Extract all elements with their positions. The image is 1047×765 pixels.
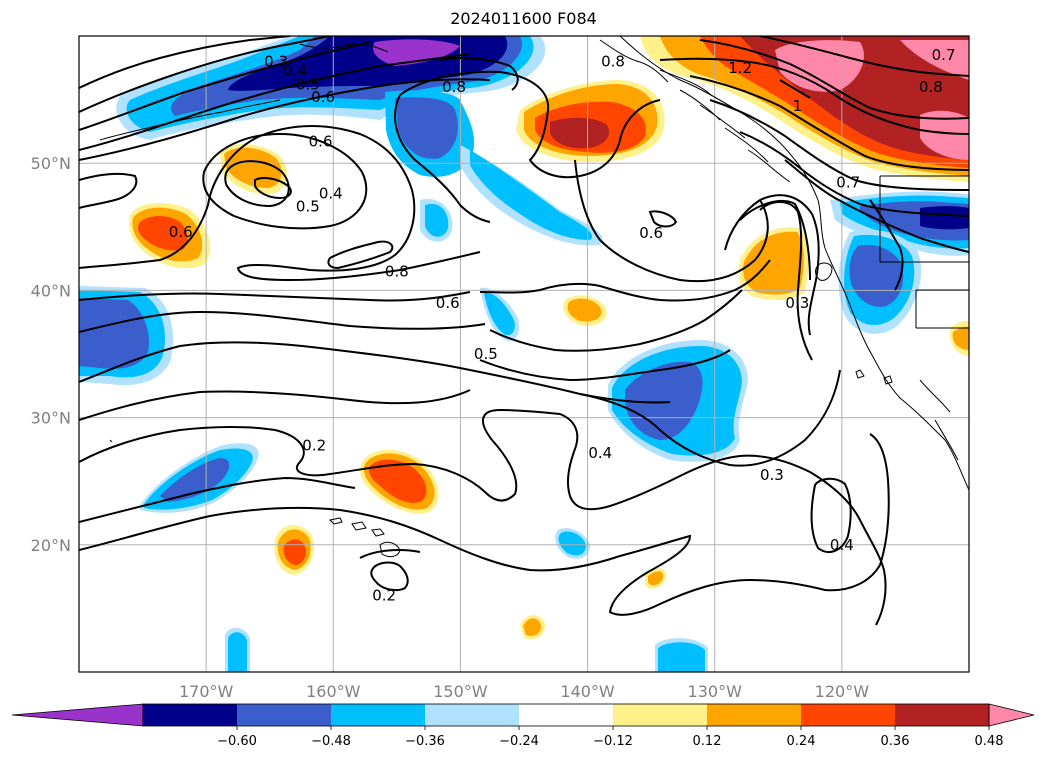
contour-label: 0.7 [932,46,956,64]
lat-label: 30°N [31,409,71,428]
colorbar-tick-label: −0.60 [217,734,257,749]
colorbar-swatch [519,704,614,726]
contour-label: 0.6 [311,88,335,106]
lon-label: 140°W [560,682,615,701]
contour-label: 0.3 [760,466,784,484]
contour-label: 0.8 [442,78,466,96]
colorbar-frame [142,703,990,727]
plot-frame [78,35,970,673]
colorbar-swatch [143,704,238,726]
contour-labels: 0.30.40.50.60.60.40.50.60.80.80.8 1.210.7… [169,46,956,605]
colorbar-swatch [331,704,426,726]
colorbar-tick-label: −0.24 [499,734,539,749]
contour-label: 0.6 [436,294,460,312]
longitude-labels: 170°W 160°W 150°W 140°W 130°W 120°W [179,682,869,701]
contour-label: 0.3 [785,294,809,312]
contour-label: 0.6 [169,223,193,241]
coastlines [99,36,969,558]
contour-label: 0.8 [601,52,625,70]
lat-label: 40°N [31,281,71,300]
colorbar: −0.60 −0.48 −0.36 −0.24 −0.12 0.12 0.24 0.36 0.4… [11,703,1035,749]
contour-label: 0.5 [296,75,320,93]
lat-label: 20°N [31,536,71,555]
lon-label: 160°W [306,682,361,701]
colorbar-tick-label: −0.12 [593,734,633,749]
colorbar-swatch [425,704,520,726]
contour-label: 0.7 [836,173,860,191]
contour-label: 1.2 [728,59,752,77]
colorbar-tick-label: −0.48 [311,734,351,749]
lon-label: 130°W [688,682,743,701]
contour-label: 0.6 [639,224,663,242]
contour-label: 0.5 [474,345,498,363]
contour-label: 0.8 [385,262,409,280]
lon-label: 150°W [433,682,488,701]
lon-label: 170°W [179,682,234,701]
contour-label: 0.4 [319,185,343,203]
contour-label: 0.2 [302,437,326,455]
contour-label: 0.8 [919,78,943,96]
map-title: 2024011600 F084 [450,9,597,28]
contour-label: 0.2 [372,587,396,605]
colorbar-extend-max [988,703,1035,727]
contour-label: 1 [793,97,803,115]
contour-label: 0.5 [296,197,320,215]
contour-lines [79,36,969,626]
colorbar-tick-label: 0.24 [787,734,816,749]
latitude-labels: 50°N 40°N 30°N 20°N [31,154,71,555]
colorbar-swatch [801,704,896,726]
colorbar-tick-label: 0.12 [693,734,722,749]
colorbar-tick-label: 0.48 [975,734,1004,749]
plot-area [79,36,969,672]
colorbar-swatch [895,704,990,726]
contour-label: 0.4 [283,61,307,79]
contour-label: 0.4 [588,444,612,462]
lat-label: 50°N [31,154,71,173]
contour-label: 0.3 [264,52,288,70]
lon-label: 120°W [815,682,870,701]
colorbar-swatch [237,704,332,726]
contour-label: 0.6 [309,133,333,151]
colorbar-tick-label: 0.36 [881,734,910,749]
colorbar-tick-label: −0.36 [405,734,445,749]
contour-label: 0.4 [830,536,854,554]
colorbar-swatch [707,704,802,726]
anomaly-fills [79,36,969,672]
colorbar-extend-min [11,703,144,727]
colorbar-swatch [613,704,708,726]
